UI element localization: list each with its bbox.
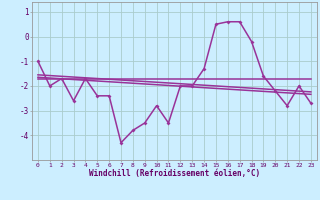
X-axis label: Windchill (Refroidissement éolien,°C): Windchill (Refroidissement éolien,°C) [89,169,260,178]
